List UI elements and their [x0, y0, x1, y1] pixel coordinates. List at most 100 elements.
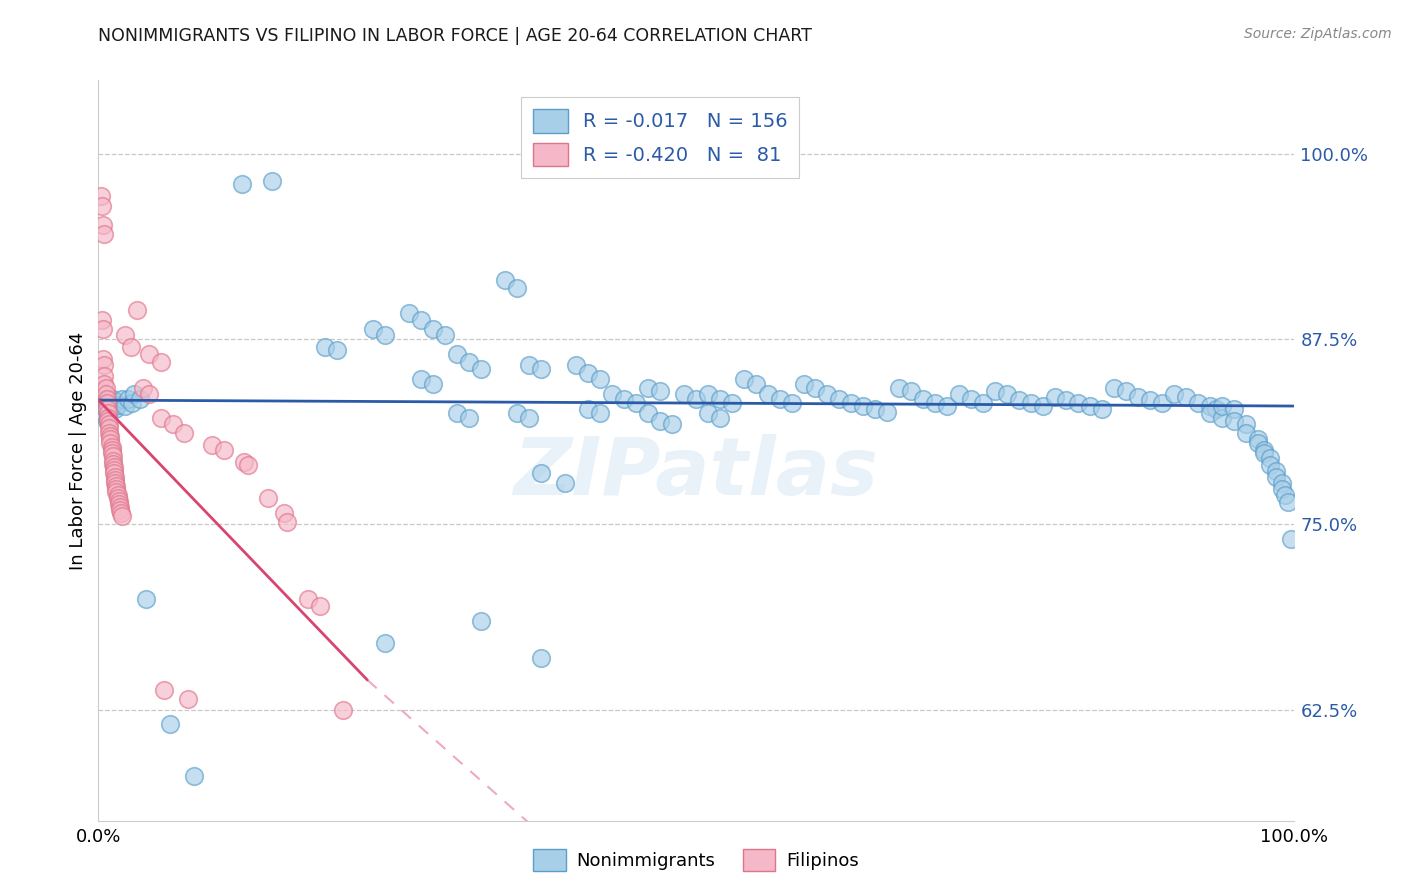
Point: [1043, 390, 1066, 404]
Point: [101, 450, 124, 464]
Point: [1277, 495, 1299, 509]
Point: [673, 387, 696, 401]
Point: [233, 455, 256, 469]
Point: [876, 405, 898, 419]
Point: [177, 692, 200, 706]
Point: [107, 493, 129, 508]
Point: [101, 457, 124, 471]
Text: ZIPatlas: ZIPatlas: [513, 434, 879, 512]
Point: [517, 358, 540, 372]
Point: [153, 683, 176, 698]
Point: [411, 372, 433, 386]
Point: [297, 591, 319, 606]
Point: [96, 414, 118, 428]
Point: [624, 396, 647, 410]
Point: [1258, 458, 1281, 473]
Point: [924, 396, 946, 410]
Point: [995, 387, 1018, 401]
Point: [1234, 417, 1257, 431]
Point: [959, 392, 981, 406]
Point: [108, 500, 131, 514]
Point: [103, 463, 125, 477]
Point: [91, 313, 114, 327]
Point: [900, 384, 922, 399]
Point: [124, 387, 146, 401]
Point: [374, 636, 396, 650]
Point: [815, 387, 838, 401]
Point: [97, 410, 120, 425]
Point: [1211, 399, 1233, 413]
Point: [104, 470, 127, 484]
Point: [93, 227, 115, 242]
Point: [1150, 396, 1173, 410]
Point: [576, 367, 599, 381]
Point: [138, 387, 160, 401]
Point: [1211, 410, 1233, 425]
Point: [697, 407, 720, 421]
Point: [648, 414, 672, 428]
Point: [1115, 384, 1137, 399]
Point: [159, 717, 181, 731]
Point: [1091, 402, 1114, 417]
Text: Source: ZipAtlas.com: Source: ZipAtlas.com: [1244, 27, 1392, 41]
Point: [637, 407, 659, 421]
Point: [98, 436, 122, 450]
Point: [911, 392, 934, 406]
Point: [1054, 393, 1078, 408]
Point: [260, 174, 283, 188]
Point: [756, 387, 779, 401]
Point: [104, 476, 127, 491]
Point: [94, 387, 117, 401]
Point: [114, 328, 136, 343]
Point: [733, 372, 755, 386]
Point: [863, 402, 886, 417]
Point: [1271, 476, 1294, 491]
Point: [120, 340, 142, 354]
Point: [98, 396, 122, 410]
Point: [105, 394, 128, 409]
Point: [107, 491, 129, 505]
Point: [93, 369, 115, 384]
Point: [236, 458, 259, 473]
Point: [648, 384, 672, 399]
Point: [1246, 436, 1268, 450]
Point: [600, 387, 623, 401]
Point: [98, 417, 121, 431]
Point: [125, 302, 148, 317]
Point: [889, 381, 911, 395]
Point: [114, 399, 136, 413]
Point: [183, 769, 205, 783]
Point: [173, 425, 195, 440]
Point: [117, 392, 139, 406]
Point: [98, 428, 122, 442]
Point: [1253, 443, 1275, 458]
Point: [98, 432, 122, 446]
Point: [589, 372, 612, 386]
Point: [93, 396, 115, 410]
Point: [709, 410, 731, 425]
Point: [1175, 390, 1198, 404]
Point: [100, 443, 122, 458]
Point: [105, 479, 128, 493]
Point: [332, 703, 354, 717]
Point: [470, 614, 492, 628]
Point: [97, 392, 120, 406]
Point: [793, 376, 815, 391]
Point: [91, 351, 114, 366]
Point: [517, 410, 540, 425]
Point: [1258, 450, 1281, 465]
Point: [1019, 396, 1042, 410]
Point: [721, 396, 744, 410]
Y-axis label: In Labor Force | Age 20-64: In Labor Force | Age 20-64: [69, 331, 87, 570]
Point: [637, 381, 659, 395]
Point: [111, 508, 134, 523]
Point: [1139, 393, 1161, 408]
Point: [98, 425, 121, 440]
Point: [212, 443, 235, 458]
Point: [1274, 488, 1296, 502]
Point: [1198, 407, 1220, 421]
Text: NONIMMIGRANTS VS FILIPINO IN LABOR FORCE | AGE 20-64 CORRELATION CHART: NONIMMIGRANTS VS FILIPINO IN LABOR FORCE…: [98, 27, 813, 45]
Point: [529, 650, 551, 665]
Point: [780, 396, 803, 410]
Point: [529, 362, 551, 376]
